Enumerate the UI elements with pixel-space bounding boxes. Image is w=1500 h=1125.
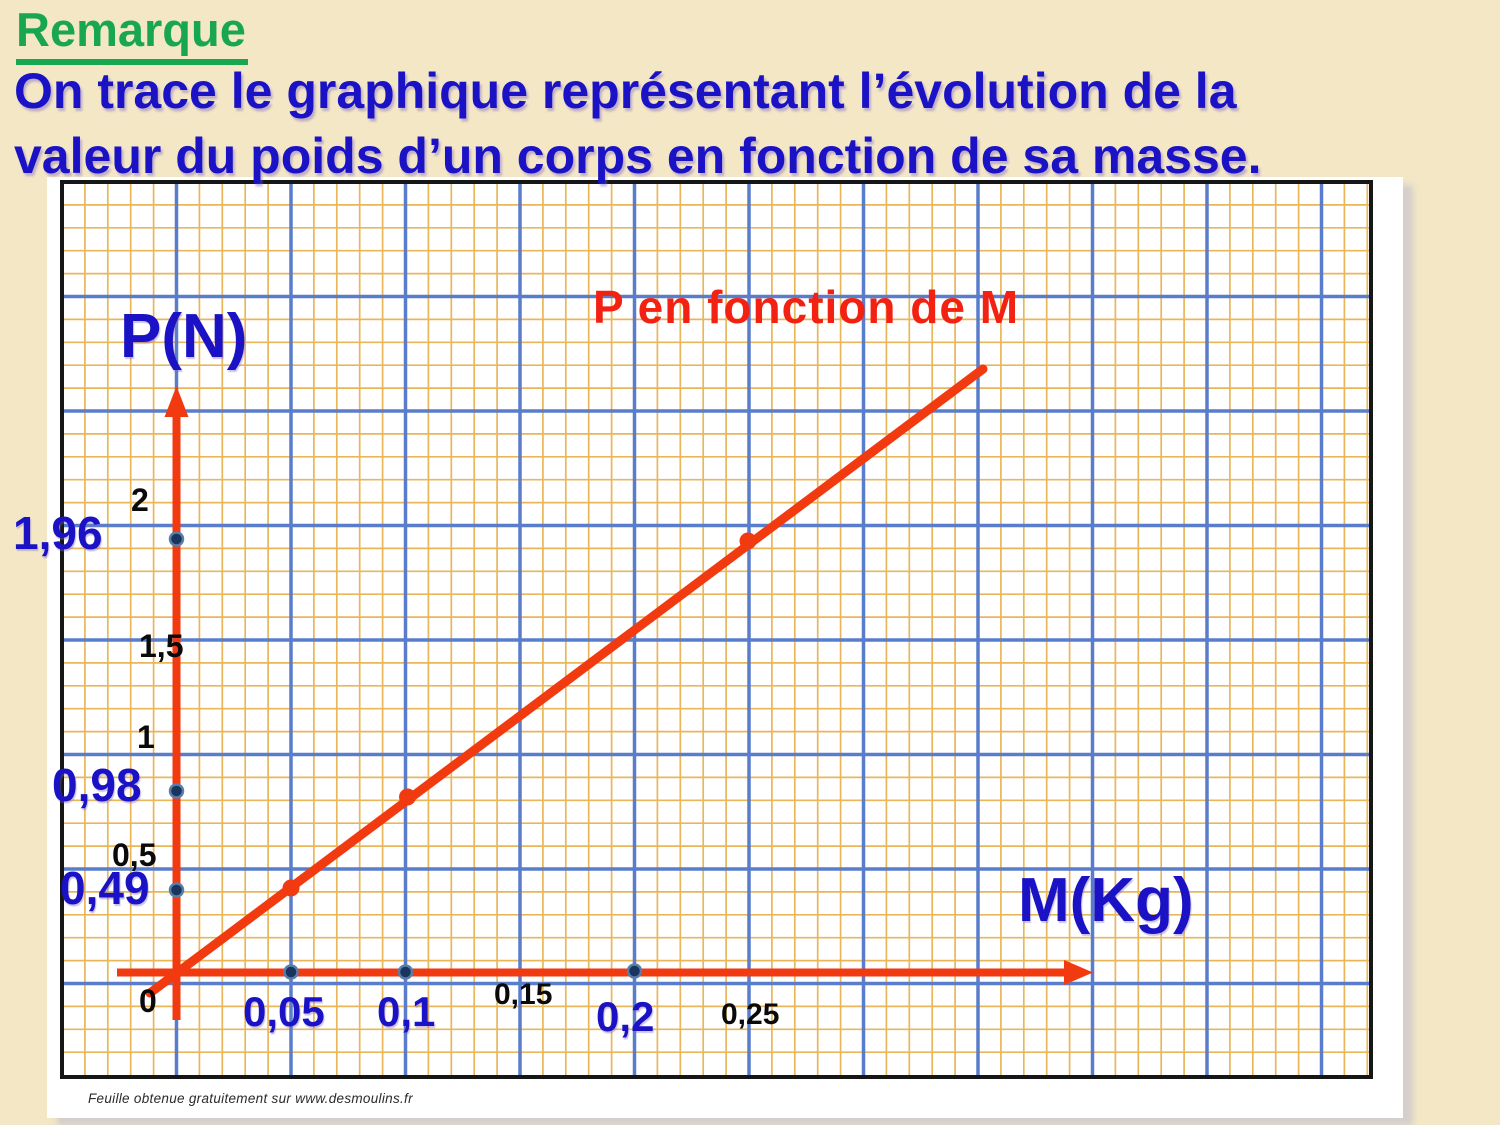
x-value-0-1: 0,1 (377, 988, 436, 1035)
y-tick-1-5: 1,5 (139, 628, 184, 664)
intro-line-1: On trace le graphique représentant l’évo… (14, 63, 1237, 119)
y-tick-1: 1 (137, 719, 155, 755)
y-tick-0-5: 0,5 (112, 837, 157, 873)
chart-title: P en fonction de M (593, 281, 1020, 333)
x-axis-title: M(Kg) (1018, 866, 1194, 935)
y-value-0-98: 0,98 (52, 759, 142, 811)
x-value-0-05: 0,05 (243, 988, 325, 1035)
heading: Remarque (16, 4, 248, 65)
x-value-0-2: 0,2 (596, 993, 655, 1040)
y-tick-2: 2 (131, 482, 149, 518)
y-value-1-96: 1,96 (13, 507, 103, 559)
x-tick-0-25: 0,25 (721, 998, 780, 1031)
origin-label: 0 (139, 983, 157, 1019)
intro-line-2: valeur du poids d’un corps en fonction d… (14, 128, 1262, 184)
footer-credit: Feuille obtenue gratuitement sur www.des… (88, 1091, 413, 1106)
y-axis-title: P(N) (120, 302, 248, 371)
y-value-0-49: 0,49 (60, 862, 150, 914)
x-tick-0-15: 0,15 (494, 978, 553, 1011)
